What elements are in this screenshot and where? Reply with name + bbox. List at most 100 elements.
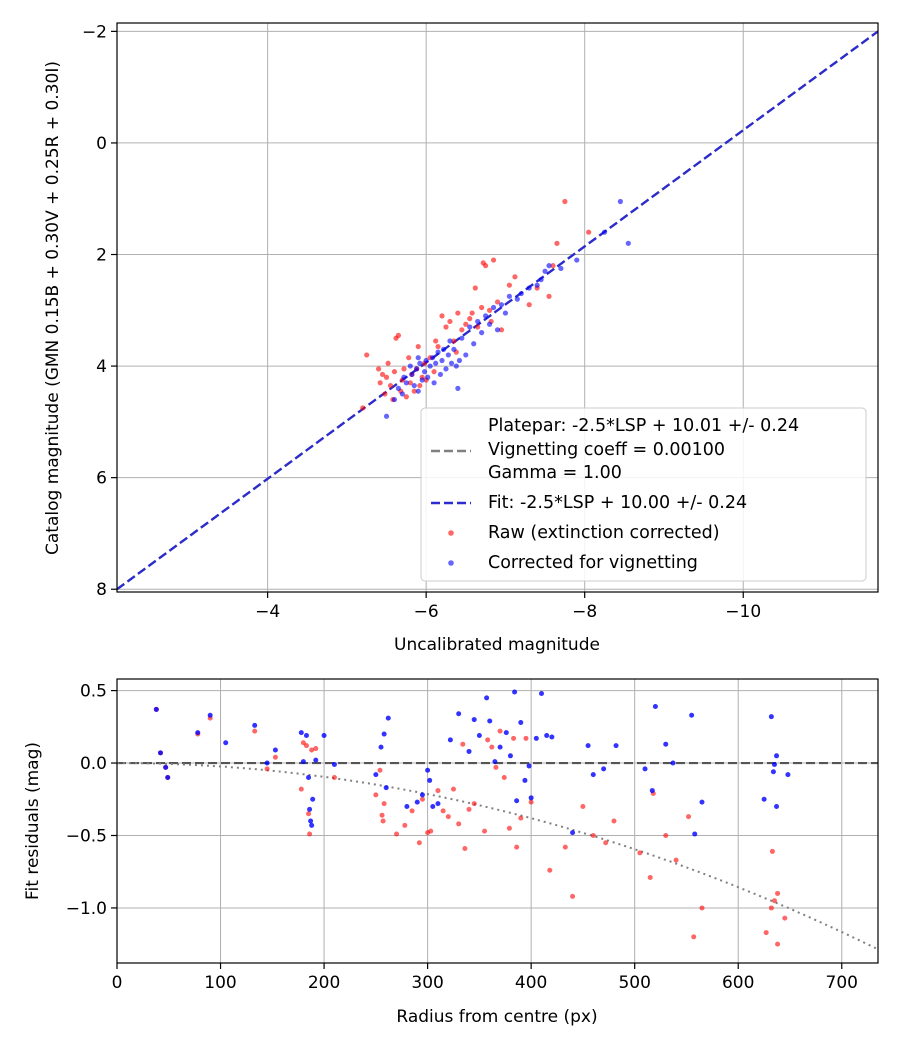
legend-vignetting-label: Vignetting coeff = 0.00100 xyxy=(488,440,725,460)
bot-y-tick-label: 0.5 xyxy=(80,682,107,702)
raw-residual-point xyxy=(691,934,697,940)
top-y-tick-label: 2 xyxy=(96,246,107,266)
raw-point xyxy=(360,405,366,411)
raw-point xyxy=(403,394,409,400)
corrected-residual-point xyxy=(570,830,576,836)
corrected-point xyxy=(558,265,564,272)
corrected-point xyxy=(435,349,441,355)
corrected-point xyxy=(421,369,428,375)
raw-point xyxy=(377,380,383,386)
corrected-residual-point xyxy=(153,706,159,712)
corrected-residual-point xyxy=(761,796,767,802)
corrected-residual-point xyxy=(549,734,555,740)
raw-residual-point xyxy=(562,844,568,850)
raw-residual-point xyxy=(590,832,596,838)
raw-point xyxy=(494,299,501,305)
corrected-residual-point xyxy=(300,759,306,765)
corrected-point xyxy=(534,282,540,288)
corrected-residual-point xyxy=(492,759,498,765)
corrected-residual-point xyxy=(585,743,591,749)
raw-point xyxy=(401,366,407,372)
corrected-point xyxy=(415,355,421,361)
raw-residual-point xyxy=(331,775,337,781)
top-scatter-points xyxy=(360,198,631,419)
raw-residual-point xyxy=(419,796,425,802)
top-y-tick-label: 6 xyxy=(96,469,107,489)
raw-residual-point xyxy=(782,915,788,921)
raw-residual-point xyxy=(673,857,679,863)
corrected-residual-point xyxy=(699,799,705,805)
corrected-point xyxy=(475,318,481,325)
corrected-point xyxy=(538,277,544,283)
corrected-residual-point xyxy=(456,711,462,717)
corrected-residual-point xyxy=(663,741,669,747)
raw-residual-point xyxy=(497,728,503,734)
raw-residual-point xyxy=(771,898,777,904)
corrected-residual-point xyxy=(223,740,229,746)
corrected-residual-point xyxy=(381,731,387,737)
bot-x-tick-label: 200 xyxy=(308,973,340,993)
top-x-axis-title: Uncalibrated magnitude xyxy=(394,635,600,655)
bot-y-tick-label: −1.0 xyxy=(66,899,107,919)
corrected-point xyxy=(574,257,580,263)
raw-point xyxy=(435,343,441,350)
corrected-residual-point xyxy=(435,801,441,807)
raw-point xyxy=(439,313,445,319)
raw-point xyxy=(469,310,475,316)
corrected-point xyxy=(437,371,444,378)
corrected-residual-point xyxy=(528,795,534,801)
top-x-tick-label: −8 xyxy=(572,602,597,622)
raw-point xyxy=(463,321,469,327)
corrected-point xyxy=(391,396,398,403)
raw-residual-point xyxy=(611,818,617,824)
raw-point xyxy=(431,369,437,375)
corrected-residual-point xyxy=(447,737,453,743)
bottom-reference-lines xyxy=(117,761,878,951)
raw-residual-point xyxy=(380,818,386,824)
top-plot-frame xyxy=(116,22,879,593)
corrected-point xyxy=(486,321,493,327)
corrected-residual-point xyxy=(771,761,777,767)
bot-y-tick-label: 0.0 xyxy=(80,754,107,774)
raw-residual-point xyxy=(603,840,609,846)
bot-x-tick-label: 600 xyxy=(722,973,754,993)
raw-residual-point xyxy=(373,792,379,798)
legend-corrected-marker xyxy=(448,560,454,566)
corrected-residual-point xyxy=(533,735,539,741)
corrected-residual-point xyxy=(373,772,379,778)
corrected-residual-point xyxy=(165,775,171,781)
corrected-residual-point xyxy=(419,792,425,798)
corrected-point xyxy=(419,377,425,383)
corrected-point xyxy=(456,357,463,364)
corrected-residual-point xyxy=(252,722,258,728)
raw-residual-point xyxy=(768,905,774,911)
corrected-residual-point xyxy=(507,753,513,759)
raw-residual-point xyxy=(456,821,462,827)
corrected-point xyxy=(463,352,469,358)
raw-residual-point xyxy=(445,814,451,820)
corrected-point xyxy=(617,198,623,205)
bot-x-tick-label: 500 xyxy=(618,973,650,993)
raw-point xyxy=(486,307,493,313)
raw-residual-point xyxy=(306,811,312,817)
corrected-point xyxy=(443,366,449,372)
corrected-point xyxy=(431,380,437,386)
corrected-point xyxy=(455,385,461,391)
raw-residual-point xyxy=(489,744,495,750)
raw-residual-point xyxy=(471,801,477,807)
raw-point xyxy=(383,374,390,380)
raw-point xyxy=(512,274,518,280)
corrected-point xyxy=(439,357,445,364)
corrected-residual-point xyxy=(539,690,545,696)
raw-point xyxy=(375,366,382,372)
raw-residual-point xyxy=(769,848,775,854)
bottom-scatter-points xyxy=(153,689,791,947)
legend-raw-label: Raw (extinction corrected) xyxy=(488,523,720,543)
corrected-point xyxy=(427,363,433,369)
corrected-point xyxy=(447,338,453,344)
corrected-point xyxy=(383,413,390,419)
fit-line xyxy=(117,30,878,591)
raw-point xyxy=(490,257,497,263)
raw-residual-point xyxy=(381,801,387,807)
corrected-point xyxy=(459,335,465,341)
